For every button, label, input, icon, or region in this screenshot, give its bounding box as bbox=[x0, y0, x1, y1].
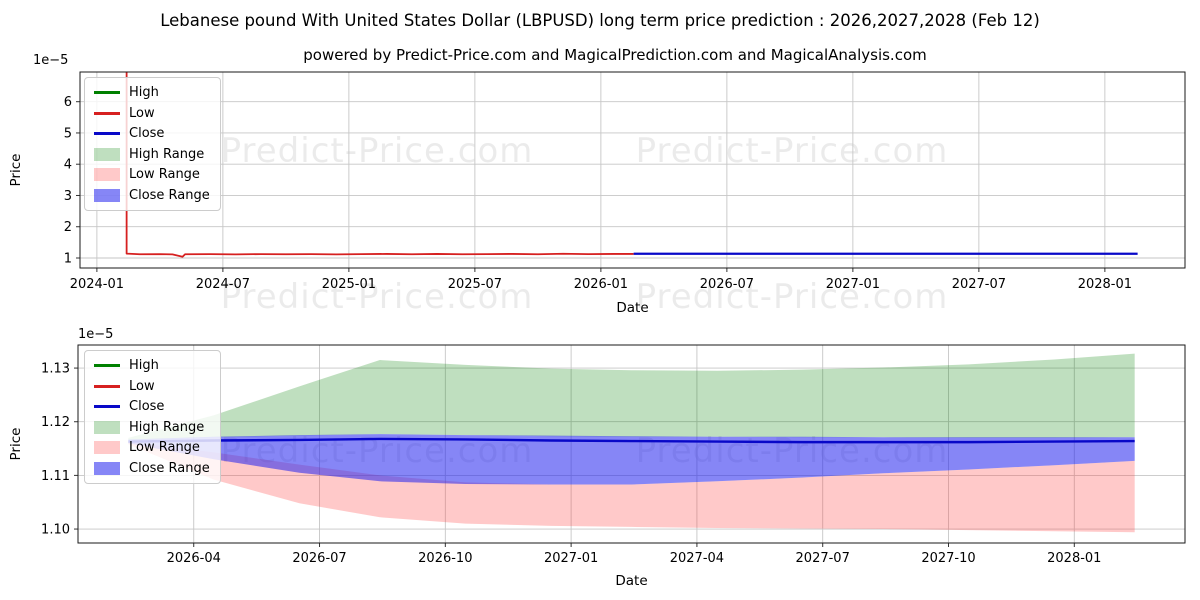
svg-text:2026-01: 2026-01 bbox=[574, 277, 628, 292]
svg-text:1: 1 bbox=[64, 251, 72, 266]
svg-text:2027-04: 2027-04 bbox=[670, 551, 724, 566]
svg-text:2027-10: 2027-10 bbox=[921, 551, 975, 566]
svg-text:2026-07: 2026-07 bbox=[700, 277, 754, 292]
svg-text:1.12: 1.12 bbox=[41, 415, 70, 430]
svg-text:4: 4 bbox=[64, 158, 72, 173]
svg-text:2024-07: 2024-07 bbox=[196, 277, 250, 292]
legend-label: Low Range bbox=[129, 440, 200, 455]
low-line-swatch bbox=[94, 384, 120, 388]
legend-label: Low Range bbox=[129, 167, 200, 182]
legend-label: Low bbox=[129, 105, 155, 121]
svg-text:6: 6 bbox=[64, 95, 72, 110]
band-high-range bbox=[128, 353, 1135, 440]
svg-text:2025-07: 2025-07 bbox=[448, 277, 502, 292]
svg-text:2026-04: 2026-04 bbox=[167, 551, 221, 566]
high-line-swatch bbox=[94, 91, 120, 94]
band-close-range bbox=[128, 434, 1135, 485]
legend-label: High Range bbox=[129, 146, 205, 162]
svg-text:5: 5 bbox=[64, 126, 72, 141]
svg-text:1e−5: 1e−5 bbox=[33, 53, 68, 68]
close-range-swatch bbox=[94, 188, 120, 202]
svg-text:1e−5: 1e−5 bbox=[78, 327, 113, 342]
legend-label: Close bbox=[129, 126, 165, 141]
low-range-swatch bbox=[94, 441, 120, 454]
svg-text:2: 2 bbox=[64, 220, 72, 235]
svg-text:2028-01: 2028-01 bbox=[1047, 551, 1101, 566]
legend-item-close-range: Close Range bbox=[94, 187, 212, 204]
svg-text:2024-01: 2024-01 bbox=[70, 277, 124, 292]
plot-border bbox=[77, 344, 1186, 544]
svg-text:Date: Date bbox=[616, 300, 648, 316]
legend-label: High bbox=[129, 358, 159, 373]
svg-text:2027-01: 2027-01 bbox=[826, 277, 880, 292]
low-range-swatch bbox=[94, 168, 120, 181]
close-line-swatch bbox=[94, 132, 120, 135]
legend-label: Close Range bbox=[129, 460, 210, 476]
svg-text:2027-07: 2027-07 bbox=[952, 277, 1006, 292]
svg-text:Price: Price bbox=[8, 154, 24, 187]
svg-text:2027-01: 2027-01 bbox=[544, 551, 598, 566]
grid: 2024-01 2024-07 2025-01 2025-07 2026-01 2026-… bbox=[64, 72, 1185, 292]
legend-bottom-chart: High Low Close High Range Low Range Clos… bbox=[84, 350, 221, 484]
plot-border bbox=[79, 71, 1186, 269]
svg-text:3: 3 bbox=[64, 189, 72, 204]
legend-item-high: High bbox=[94, 84, 212, 101]
series-low-history- bbox=[125, 72, 634, 258]
legend-item-low: Low bbox=[94, 378, 212, 395]
close-line-swatch bbox=[94, 405, 120, 408]
svg-text:Date: Date bbox=[615, 573, 647, 589]
legend-item-low-range: Low Range bbox=[94, 166, 212, 183]
powered-by-subtitle: powered by Predict-Price.com and Magical… bbox=[303, 46, 927, 64]
svg-text:1.10: 1.10 bbox=[41, 523, 70, 538]
legend-item-high-range: High Range bbox=[94, 146, 212, 163]
svg-text:2027-07: 2027-07 bbox=[796, 551, 850, 566]
high-line-swatch bbox=[94, 364, 120, 367]
legend-item-close-range: Close Range bbox=[94, 460, 212, 477]
legend-item-low: Low bbox=[94, 105, 212, 122]
svg-text:1.13: 1.13 bbox=[41, 362, 70, 377]
svg-text:2025-01: 2025-01 bbox=[322, 277, 376, 292]
svg-text:2028-01: 2028-01 bbox=[1078, 277, 1132, 292]
svg-text:1.11: 1.11 bbox=[41, 469, 70, 484]
legend-item-high: High bbox=[94, 357, 212, 374]
legend-label: High Range bbox=[129, 419, 205, 435]
legend-top-chart: High Low Close High Range Low Range Clos… bbox=[84, 77, 221, 211]
svg-text:Price: Price bbox=[8, 428, 24, 461]
legend-label: Close Range bbox=[129, 187, 210, 203]
watermark: Predict-Price.com bbox=[220, 277, 534, 317]
high-range-swatch bbox=[94, 147, 120, 161]
band-low-range bbox=[128, 442, 1135, 533]
legend-label: Low bbox=[129, 378, 155, 394]
svg-text:2026-07: 2026-07 bbox=[292, 551, 346, 566]
close-range-swatch bbox=[94, 461, 120, 475]
page-title: Lebanese pound With United States Dollar… bbox=[160, 11, 1040, 30]
legend-label: High bbox=[129, 85, 159, 100]
svg-text:2026-10: 2026-10 bbox=[418, 551, 472, 566]
high-range-swatch bbox=[94, 420, 120, 434]
grid: 2026-04 2026-07 2026-10 2027-01 2027-04 2027-… bbox=[41, 345, 1185, 566]
chart-area+line: 2026-04 2026-07 2026-10 2027-01 2027-04 2027-… bbox=[8, 327, 1186, 589]
low-line-swatch bbox=[94, 111, 120, 115]
chart-line: 2024-01 2024-07 2025-01 2025-07 2026-01 2026-… bbox=[8, 53, 1186, 316]
watermark: Predict-Price.com bbox=[635, 277, 949, 317]
legend-item-close: Close bbox=[94, 398, 212, 415]
legend-item-close: Close bbox=[94, 125, 212, 142]
legend-item-high-range: High Range bbox=[94, 419, 212, 436]
legend-label: Close bbox=[129, 399, 165, 414]
legend-item-low-range: Low Range bbox=[94, 439, 212, 456]
series-close bbox=[128, 437, 1135, 444]
